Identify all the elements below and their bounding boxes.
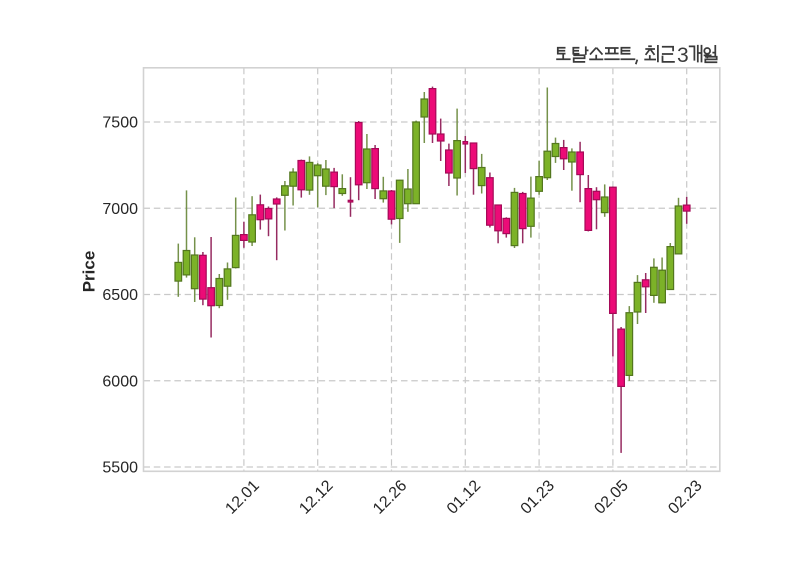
svg-text:5500: 5500 xyxy=(102,460,138,477)
svg-text:7500: 7500 xyxy=(102,115,138,132)
svg-text:3: 3 xyxy=(677,44,689,67)
svg-text:7000: 7000 xyxy=(102,201,138,218)
svg-text:Price: Price xyxy=(80,251,99,293)
svg-text:6000: 6000 xyxy=(102,373,138,390)
svg-text:6500: 6500 xyxy=(102,287,138,304)
